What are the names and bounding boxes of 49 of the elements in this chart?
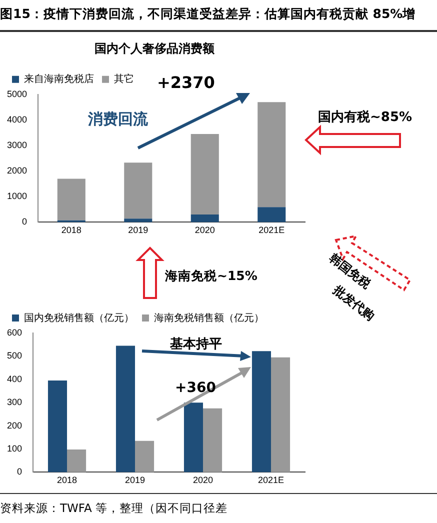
legend-label: 来自海南免税店	[24, 73, 94, 86]
chart-subtitle: 国内个人奢侈品消费额	[94, 42, 216, 56]
annotation: 基本持平	[170, 336, 222, 353]
text: +2370	[157, 73, 215, 92]
y-tick-label: 0	[22, 216, 28, 227]
y-tick-label: 200	[6, 420, 22, 430]
x-tick-label: 2020	[192, 475, 214, 486]
y-tick-label: 300	[6, 397, 22, 408]
bar	[190, 214, 219, 222]
legend-label: 海南免税销售额（亿元）	[154, 312, 264, 324]
bar	[124, 218, 152, 222]
legend-label: 国内免税销售额（亿元）	[24, 312, 134, 324]
legend-label: 其它	[114, 73, 134, 86]
bar	[135, 440, 154, 472]
bar	[203, 408, 222, 472]
y-tick-label: 4000	[6, 114, 28, 124]
text: 海南免税~15%	[165, 268, 258, 285]
bar	[252, 351, 271, 472]
x-tick-label: 2019	[128, 225, 148, 236]
bar	[116, 346, 136, 472]
x-tick-label: 2021E	[258, 225, 285, 236]
y-tick-label: 500	[6, 350, 22, 361]
bar	[57, 178, 86, 220]
x-tick-label: 2018	[61, 225, 82, 236]
bar	[271, 357, 290, 472]
y-tick-label: 2000	[6, 166, 28, 176]
y-tick-label: 3000	[6, 140, 28, 150]
text: 国内有税~85%	[318, 109, 412, 126]
bar	[48, 380, 68, 472]
y-tick-label: 100	[6, 443, 22, 454]
text: 资料来源：TWFA 等，整理（因不同口径差	[0, 501, 228, 516]
y-tick-label: 1000	[6, 191, 28, 202]
y-tick-label: 0	[17, 466, 22, 477]
bar	[258, 102, 286, 208]
x-tick-label: 2021E	[258, 475, 284, 486]
y-tick-label: 5000	[6, 88, 28, 99]
bar	[190, 134, 219, 215]
bar	[258, 207, 286, 222]
y-tick-label: 600	[6, 327, 22, 338]
bar	[67, 449, 86, 472]
annotation: +360	[175, 380, 216, 396]
y-tick-label: 400	[6, 374, 22, 384]
annotation: 消费回流	[88, 110, 148, 129]
bar	[124, 162, 152, 219]
x-tick-label: 2020	[194, 225, 215, 236]
x-tick-label: 2018	[57, 475, 78, 486]
x-tick-label: 2019	[124, 475, 146, 486]
bar	[184, 402, 204, 472]
chart-title: 图15：疫情下消费回流，不同渠道受益差异：估算国内有税贡献 85%增	[0, 6, 416, 23]
